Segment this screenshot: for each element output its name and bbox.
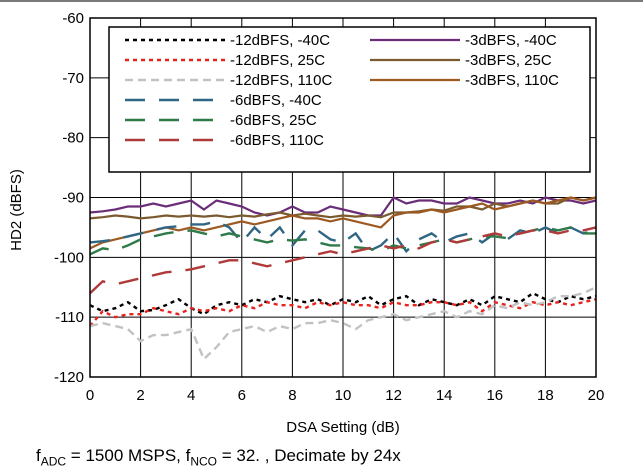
x-tick-label: 4 <box>187 387 195 404</box>
x-tick-label: 14 <box>436 387 453 404</box>
series-line-5 <box>89 196 597 250</box>
caption-adc-sub: ADC <box>40 454 67 469</box>
tick-labels: 0 2 4 6 8 10 12 14 16 18 20 -60 -70 -80 -90 -100 -110 -12… <box>54 10 604 404</box>
y-tick-label: -80 <box>62 130 84 147</box>
y-tick-label: -70 <box>62 70 84 87</box>
caption-nco-sub: NCO <box>190 454 218 469</box>
legend-label: -3dBFS, 25C <box>465 52 552 69</box>
legend-label: -6dBFS, 110C <box>230 132 324 149</box>
x-tick-label: 18 <box>537 387 554 404</box>
legend-label: -3dBFS, -40C <box>465 32 557 49</box>
hd2-vs-dsa-chart: -12dBFS, -40C -12dBFS, 25C -12dBFS, 110C -6… <box>8 10 604 436</box>
y-tick-label: -110 <box>55 309 84 326</box>
y-axis-label: HD2 (dBFS) <box>8 169 25 251</box>
chart-caption: fADC = 1500 MSPS, fNCO = 32. , Decimate … <box>36 446 401 468</box>
legend-label: -12dBFS, 25C <box>230 52 325 69</box>
legend-label: -3dBFS, 110C <box>465 72 559 89</box>
caption-adc-value: = 1500 MSPS, f <box>66 446 191 465</box>
x-tick-label: 10 <box>335 387 352 404</box>
plot-frame <box>89 17 597 378</box>
x-tick-label: 20 <box>588 387 605 404</box>
x-axis-label: DSA Setting (dB) <box>286 419 399 436</box>
legend-box <box>108 26 591 173</box>
x-tick-label: 6 <box>238 387 246 404</box>
y-tick-label: -90 <box>62 190 84 207</box>
legend-label: -6dBFS, -40C <box>230 92 322 109</box>
series-line-6 <box>89 220 597 254</box>
x-tick-label: 12 <box>385 387 402 404</box>
legend-label: -6dBFS, 25C <box>230 112 317 129</box>
legend-label: -12dBFS, 110C <box>230 72 332 89</box>
top-rule <box>0 0 643 2</box>
y-tick-label: -60 <box>62 10 84 27</box>
caption-f-adc: f <box>36 446 41 465</box>
series-line-1 <box>89 298 597 327</box>
x-tick-label: 16 <box>486 387 503 404</box>
y-tick-label: -120 <box>54 369 84 386</box>
series-line-0 <box>89 291 597 316</box>
series-layer <box>89 196 597 362</box>
x-tick-label: 0 <box>86 387 94 404</box>
series-line-3 <box>89 196 597 217</box>
legend-label: -12dBFS, -40C <box>230 32 330 49</box>
y-tick-label: -100 <box>54 249 84 266</box>
caption-tail: = 32. , Decimate by 24x <box>217 446 401 465</box>
x-tick-label: 8 <box>288 387 296 404</box>
series-line-2 <box>89 286 597 362</box>
x-tick-label: 2 <box>136 387 144 404</box>
legend: -12dBFS, -40C -12dBFS, 25C -12dBFS, 110C -6… <box>108 26 591 173</box>
